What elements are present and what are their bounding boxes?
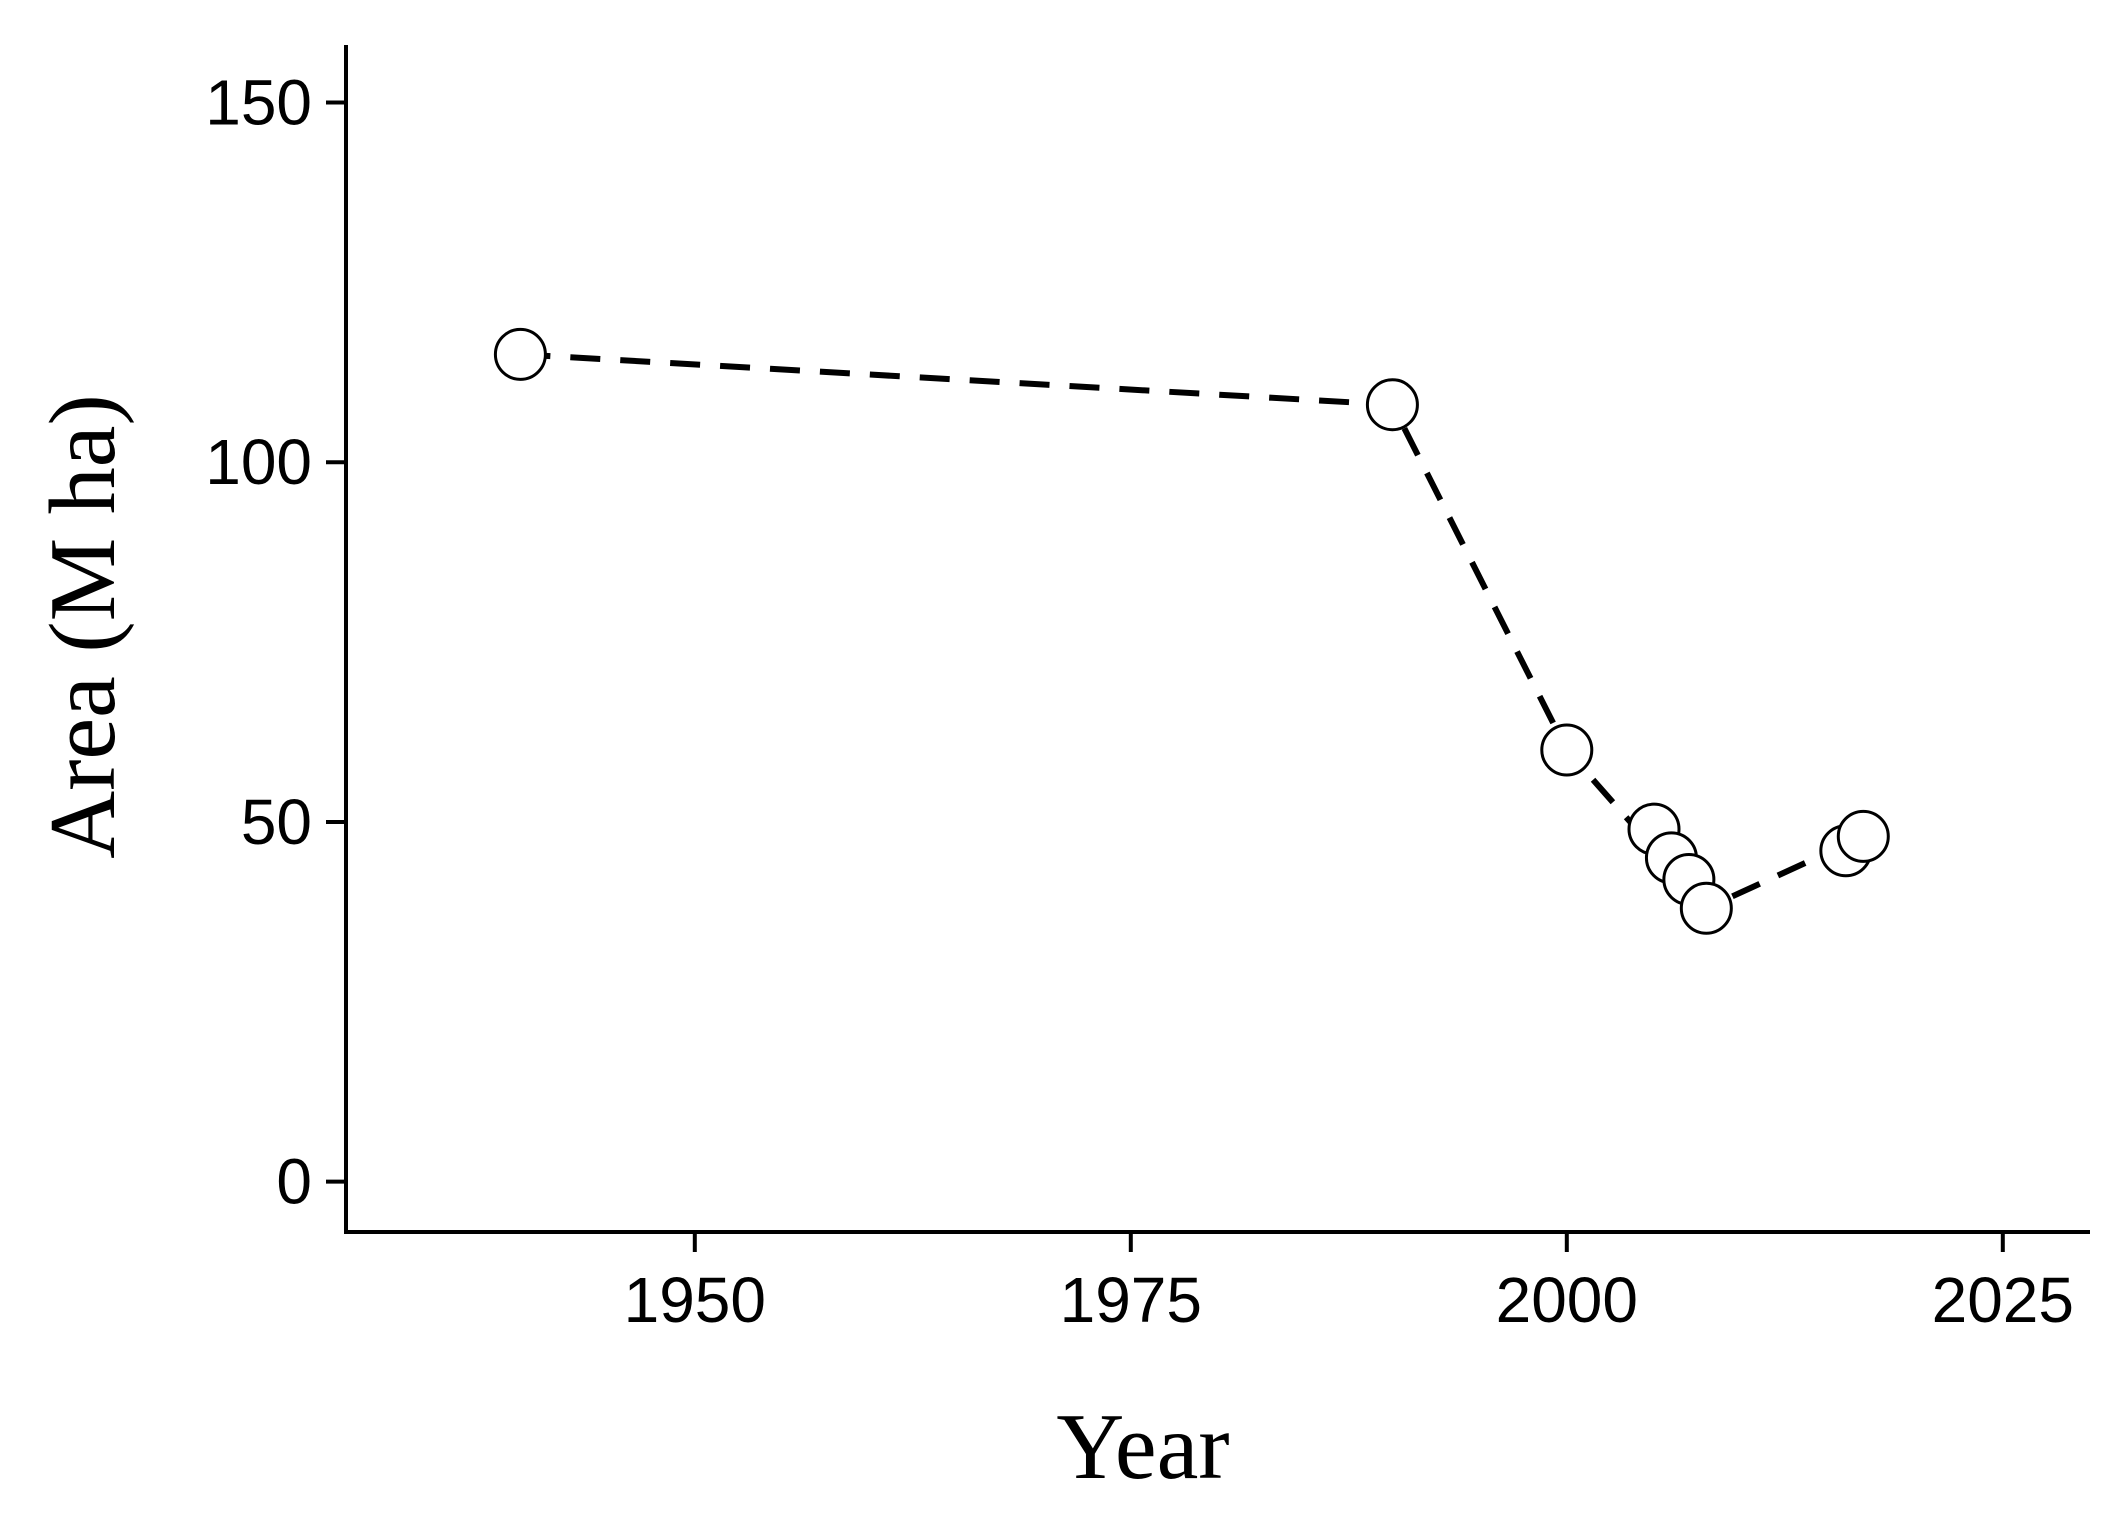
axis-labels-layer: 0 50 100 150 1950 1975 2000 2025 Year Area (M ha) — [31, 67, 2074, 1499]
data-point — [1679, 881, 1733, 935]
y-tick-label: 150 — [205, 67, 312, 139]
x-tick-label: 1975 — [1060, 1264, 1202, 1336]
x-tick-label: 2025 — [1932, 1264, 2074, 1336]
y-axis-title: Area (M ha) — [31, 394, 135, 859]
y-tick-label: 100 — [205, 426, 312, 498]
data-point — [1540, 723, 1594, 777]
y-tick-label: 50 — [241, 786, 312, 858]
data-point — [1365, 378, 1419, 432]
x-axis-title: Year — [1056, 1395, 1229, 1499]
axes-layer — [326, 45, 2090, 1252]
x-tick-label: 2000 — [1496, 1264, 1638, 1336]
y-tick-label: 0 — [276, 1146, 312, 1218]
data-point — [1836, 809, 1890, 863]
data-point — [493, 327, 547, 381]
x-tick-label: 1950 — [624, 1264, 766, 1336]
data-points-layer — [493, 327, 1890, 935]
